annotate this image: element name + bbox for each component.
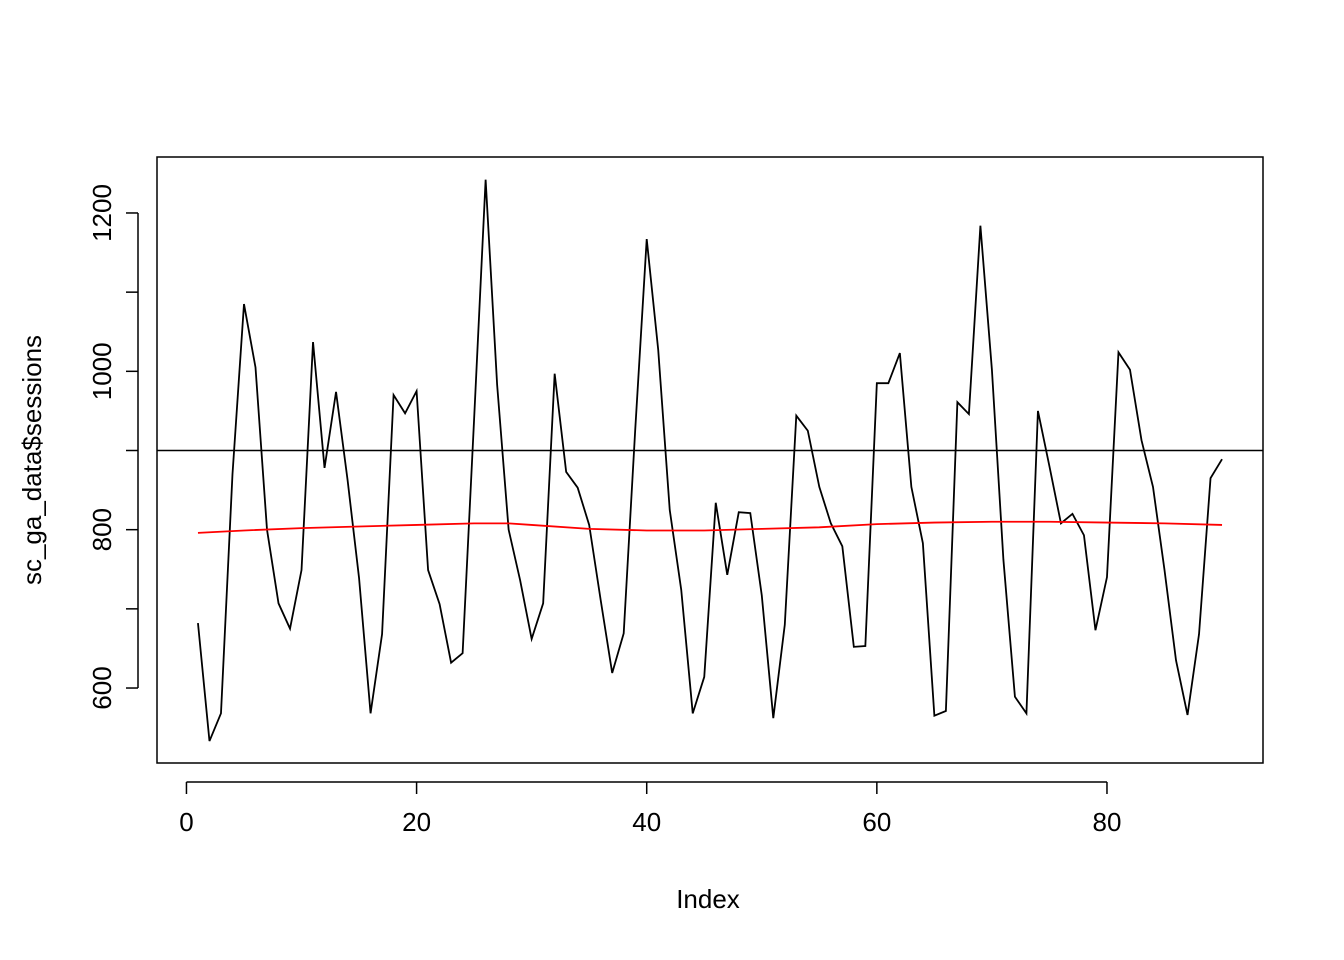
x-tick-label: 40 — [632, 807, 661, 837]
plot-box — [156, 156, 1264, 764]
y-tick-label: 1200 — [87, 184, 117, 242]
x-tick-label: 60 — [862, 807, 891, 837]
data-line — [197, 179, 1223, 742]
x-tick-label: 0 — [179, 807, 193, 837]
y-axis-label: sc_ga_data$sessions — [17, 335, 47, 585]
x-tick-label: 80 — [1093, 807, 1122, 837]
data-line — [197, 520, 1223, 534]
x-axis-label: Index — [676, 884, 740, 914]
y-tick-label: 600 — [87, 666, 117, 709]
y-tick-label: 800 — [87, 508, 117, 551]
y-tick-label: 1000 — [87, 342, 117, 400]
x-tick-label: 20 — [402, 807, 431, 837]
